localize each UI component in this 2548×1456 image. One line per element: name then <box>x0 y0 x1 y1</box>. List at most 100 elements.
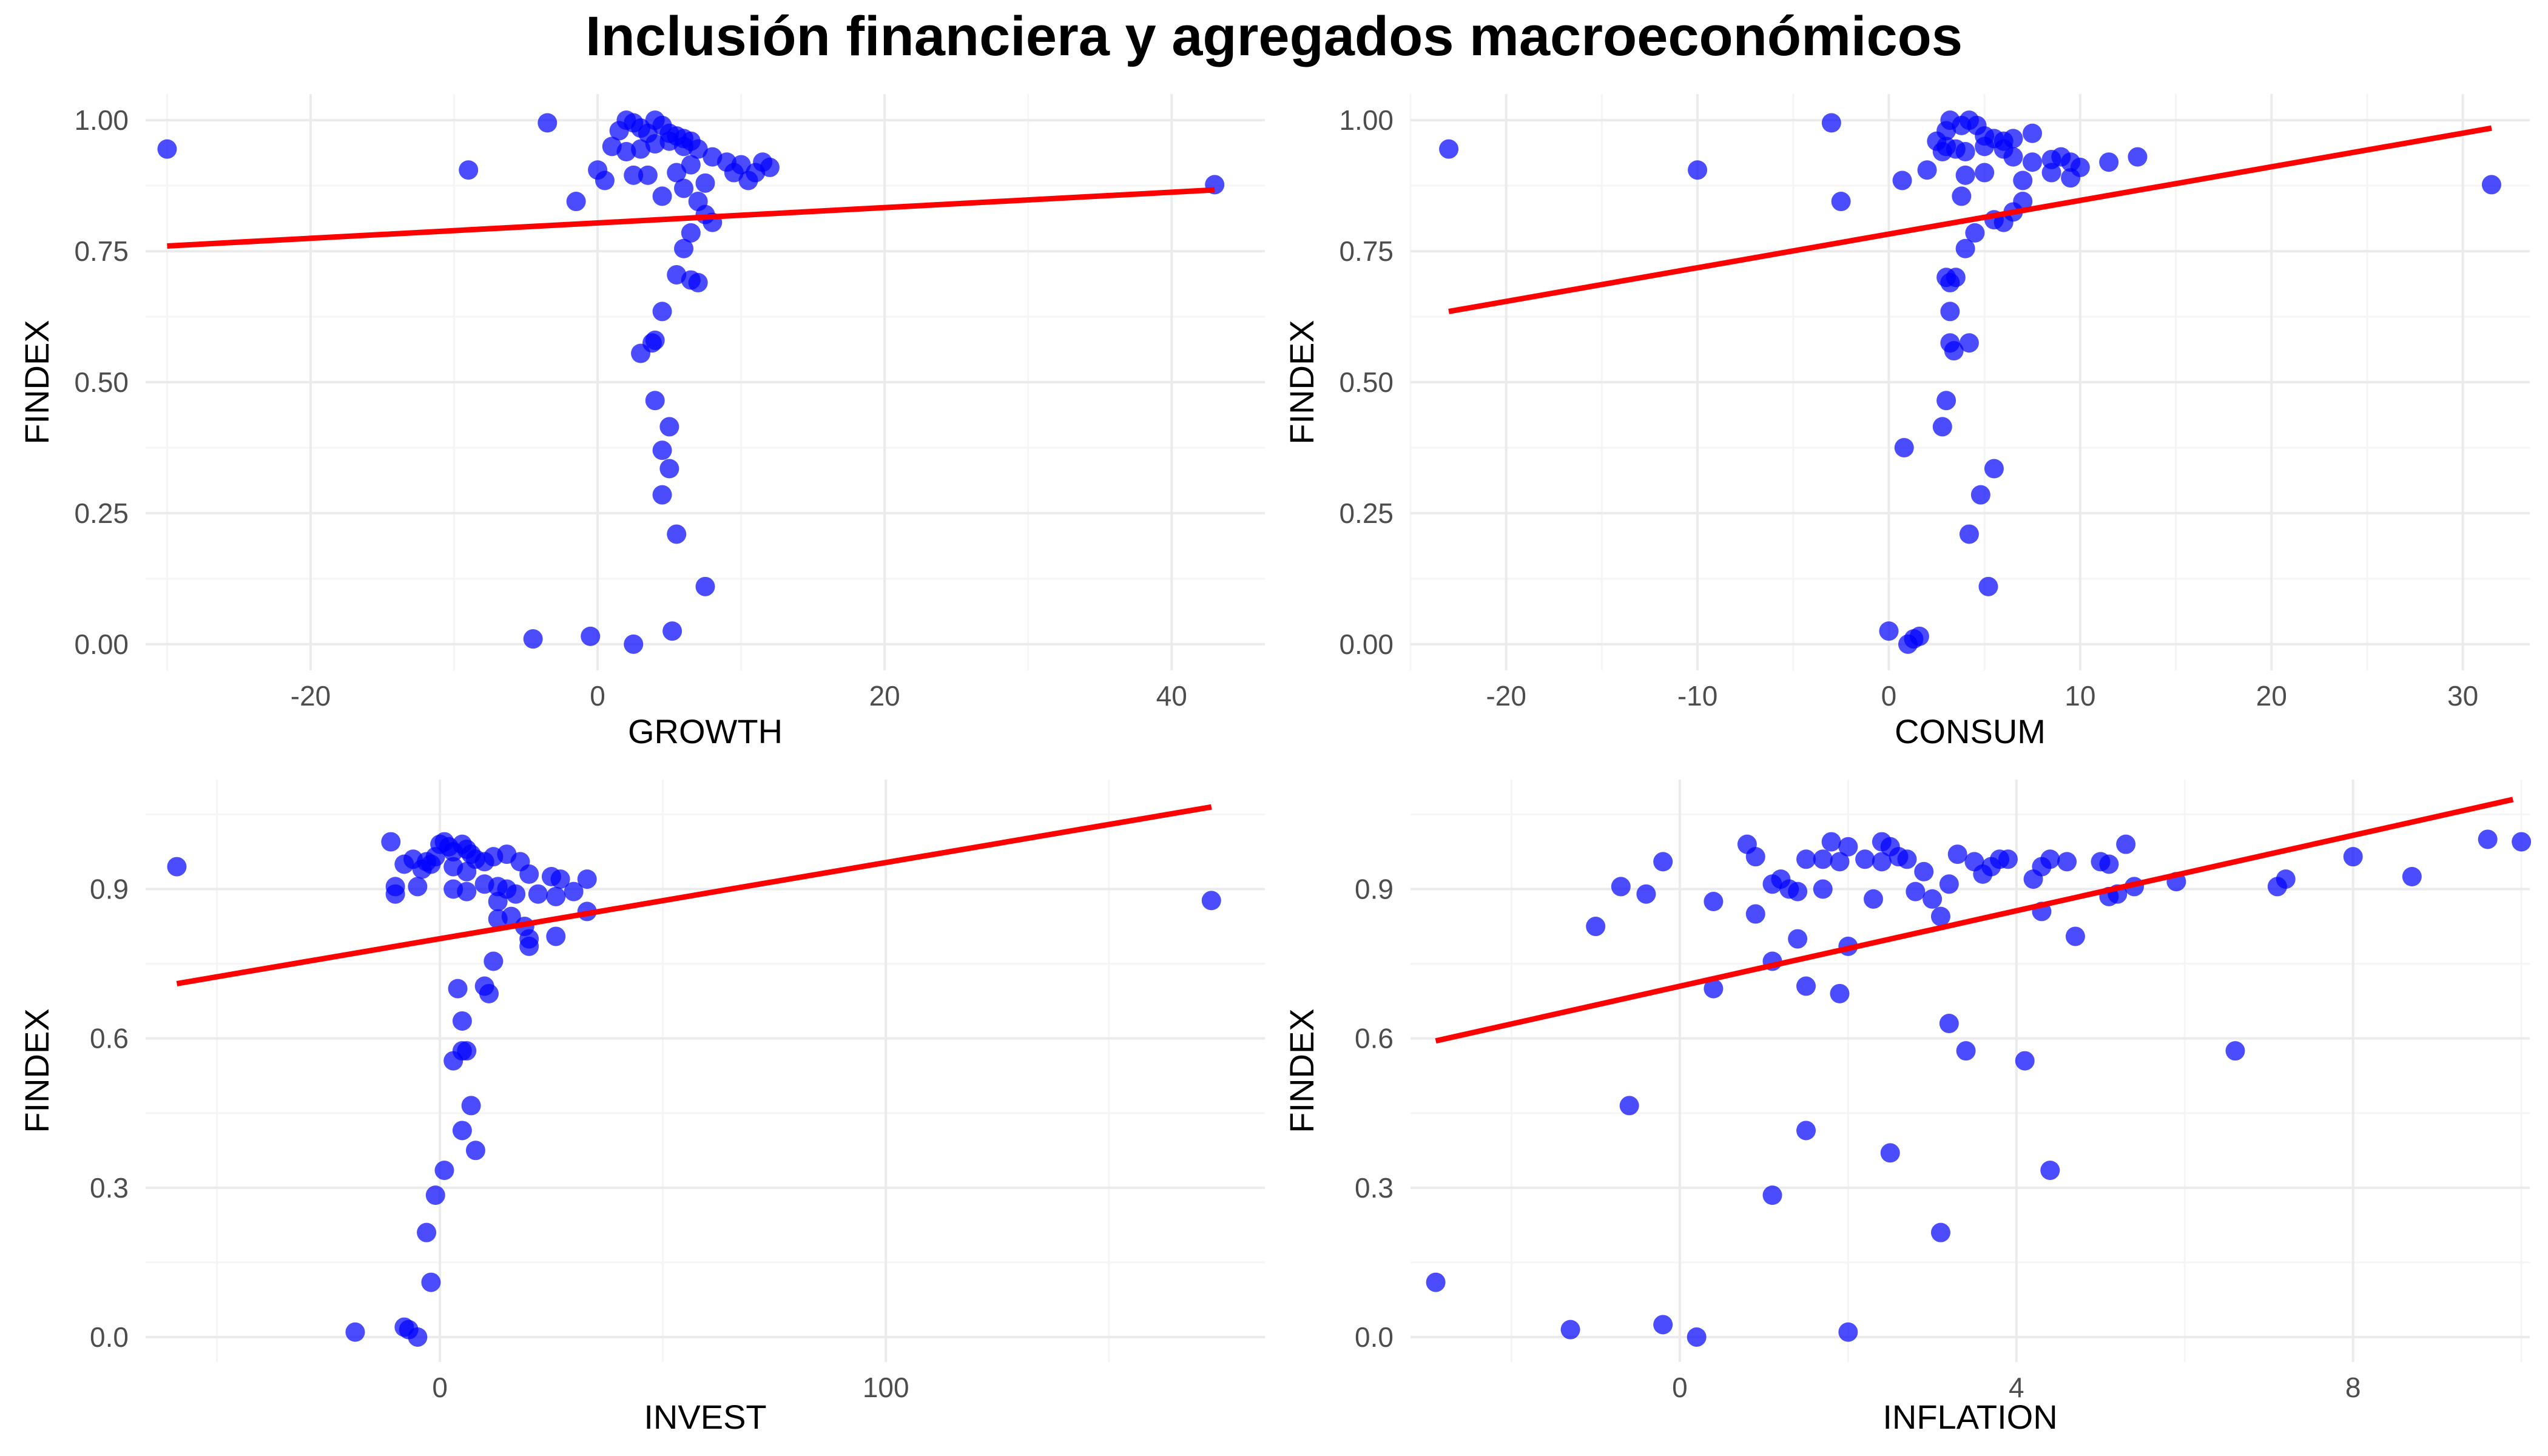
data-point <box>1863 889 1883 909</box>
data-point <box>564 881 584 902</box>
data-point <box>638 165 658 185</box>
data-point <box>1959 333 1979 353</box>
data-point <box>457 881 477 902</box>
data-point <box>2013 170 2033 190</box>
data-point <box>1788 881 1808 902</box>
data-point <box>1619 1096 1639 1116</box>
data-point <box>1830 852 1850 872</box>
data-point <box>1994 212 2014 232</box>
data-point <box>681 223 701 243</box>
data-point <box>1909 626 1929 646</box>
y-tick-label: 0.50 <box>74 366 129 398</box>
data-point <box>1956 1041 1976 1061</box>
data-point <box>652 485 672 505</box>
data-point <box>2015 1051 2035 1071</box>
y-tick-label: 0.9 <box>1355 874 1394 905</box>
data-point <box>1965 223 1985 243</box>
x-axis-label: INVEST <box>644 1398 766 1436</box>
y-tick-label: 0.6 <box>90 1023 129 1054</box>
x-tick-label: 0 <box>1672 1372 1688 1403</box>
data-point <box>2099 152 2119 172</box>
data-point <box>1917 160 1937 180</box>
x-tick-label: 8 <box>2345 1372 2361 1403</box>
data-point <box>1923 889 1943 909</box>
x-axis-label: CONSUM <box>1895 712 2046 750</box>
x-tick-label: -20 <box>1486 680 1526 712</box>
y-tick-label: 0.0 <box>90 1321 129 1353</box>
data-point <box>385 884 405 904</box>
data-point <box>488 892 508 912</box>
x-tick-label: 20 <box>2256 680 2287 712</box>
panel-consum: -20 -10 0 10 20 30 0.00 0.25 0.50 0.75 1.00 CONSUM F… <box>1282 94 2530 750</box>
data-point <box>1821 113 1841 133</box>
inflation-points <box>1426 829 2532 1347</box>
data-point <box>1426 1272 1446 1292</box>
data-point <box>452 1011 472 1031</box>
data-point <box>695 576 715 596</box>
data-point <box>581 626 601 646</box>
data-point <box>1947 844 1967 864</box>
data-point <box>448 979 468 999</box>
inflation-grid <box>1410 780 2530 1362</box>
data-point <box>546 926 566 946</box>
data-point <box>577 869 597 889</box>
x-tick-label: 0 <box>1881 680 1897 712</box>
data-point <box>1955 165 1975 185</box>
data-point <box>1560 1320 1580 1340</box>
x-tick-label: 10 <box>2064 680 2095 712</box>
panel-inflation: 0 4 8 0.0 0.3 0.6 0.9 INFLATION FINDEX <box>1282 780 2532 1436</box>
data-point <box>523 629 543 649</box>
regression-line <box>167 187 1215 249</box>
data-point <box>479 983 499 1003</box>
panel-growth: -20 0 20 40 0.00 0.25 0.50 0.75 1.00 GROWTH FINDEX <box>18 94 1265 750</box>
y-tick-label: 0.3 <box>90 1172 129 1204</box>
data-point <box>760 157 780 177</box>
data-point <box>1611 877 1631 897</box>
data-point <box>695 173 715 193</box>
data-point <box>434 1161 454 1181</box>
data-point <box>457 1041 477 1061</box>
data-point <box>519 864 539 884</box>
data-point <box>1872 852 1892 872</box>
y-tick-label: 0.6 <box>1355 1023 1394 1054</box>
data-point <box>488 909 508 929</box>
data-point <box>624 634 644 654</box>
y-tick-label: 0.00 <box>74 629 129 660</box>
data-point <box>1586 917 1606 937</box>
data-point <box>2040 849 2060 869</box>
data-point <box>1952 186 1972 206</box>
data-point <box>443 1051 463 1071</box>
data-point <box>1932 417 1952 437</box>
data-point <box>1897 849 1917 869</box>
data-point <box>1998 849 2018 869</box>
data-point <box>667 524 687 544</box>
data-point <box>1813 849 1833 869</box>
data-point <box>417 1222 437 1242</box>
data-point <box>1978 576 1998 596</box>
x-tick-label: -10 <box>1677 680 1717 712</box>
data-point <box>1830 983 1850 1003</box>
data-point <box>167 857 187 877</box>
data-point <box>652 440 672 460</box>
data-point <box>1939 874 1959 894</box>
data-point <box>1880 1143 1900 1163</box>
data-point <box>2003 147 2023 167</box>
data-point <box>1930 906 1950 926</box>
data-point <box>1796 976 1816 996</box>
data-point <box>421 1272 441 1292</box>
growth-grid <box>146 94 1265 670</box>
data-point <box>2116 834 2136 854</box>
data-point <box>2040 1161 2060 1181</box>
data-point <box>381 832 401 852</box>
data-point <box>157 139 177 159</box>
y-tick-label: 0.3 <box>1355 1172 1394 1204</box>
x-tick-label: 0 <box>432 1372 448 1403</box>
y-tick-label: 1.00 <box>1339 104 1394 136</box>
data-point <box>519 936 539 956</box>
data-point <box>674 136 694 157</box>
data-point <box>1984 459 2004 479</box>
data-point <box>506 884 526 904</box>
data-point <box>659 417 679 437</box>
data-point <box>1704 892 1724 912</box>
